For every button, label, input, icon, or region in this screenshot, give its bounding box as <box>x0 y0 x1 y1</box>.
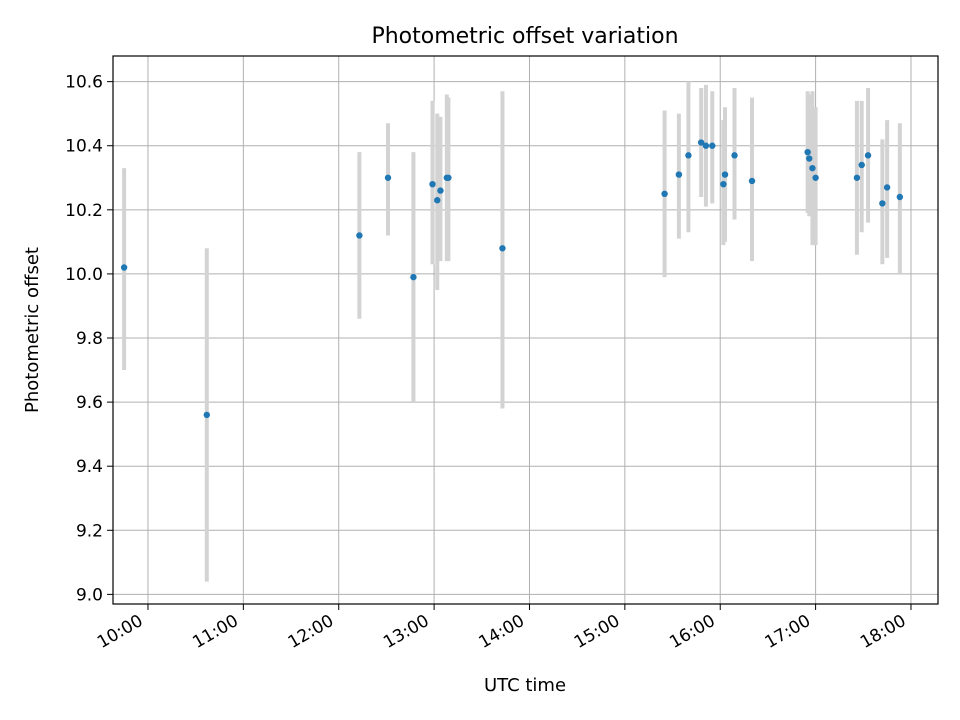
data-point <box>853 174 861 181</box>
data-point <box>697 139 705 146</box>
data-points <box>120 139 904 419</box>
data-point <box>675 171 683 178</box>
data-point <box>499 245 506 252</box>
data-point <box>721 171 729 178</box>
y-tick-label: 10.2 <box>65 201 103 221</box>
data-point <box>720 180 727 188</box>
data-point <box>804 148 811 156</box>
data-point <box>896 193 904 201</box>
data-point <box>410 273 417 281</box>
data-point <box>809 164 816 172</box>
data-point <box>429 180 436 188</box>
x-axis-ticks: 10:00 11:00 12:00 13:00 14:00 15:00 16:00 17:00… <box>94 604 912 653</box>
data-point <box>685 152 692 159</box>
data-point <box>883 184 891 191</box>
y-tick-label: 9.0 <box>76 585 103 605</box>
x-tick-label: 16:00 <box>666 611 718 653</box>
y-tick-label: 9.4 <box>76 457 103 477</box>
x-tick-label: 10:00 <box>94 611 146 653</box>
y-tick-label: 9.6 <box>76 393 103 413</box>
data-point <box>384 174 392 181</box>
x-tick-label: 14:00 <box>476 611 528 653</box>
y-tick-label: 9.2 <box>76 521 103 541</box>
data-point <box>437 187 444 194</box>
y-tick-label: 9.8 <box>76 329 103 349</box>
data-point <box>748 177 756 185</box>
data-point <box>812 174 819 181</box>
y-tick-label: 10.4 <box>65 137 103 157</box>
grid <box>113 56 938 604</box>
x-tick-label: 17:00 <box>762 611 814 653</box>
x-axis-label: UTC time <box>484 675 566 696</box>
data-point <box>445 174 452 181</box>
x-tick-label: 15:00 <box>571 611 623 653</box>
chart-title: Photometric offset variation <box>371 24 678 49</box>
error-bars <box>122 81 902 582</box>
x-tick-label: 11:00 <box>189 611 241 653</box>
data-point <box>806 155 813 162</box>
data-point <box>356 232 363 239</box>
y-axis-label: Photometric offset <box>22 247 43 413</box>
x-tick-label: 13:00 <box>380 611 432 653</box>
data-point <box>731 152 738 159</box>
x-tick-label: 12:00 <box>285 611 337 653</box>
data-point <box>661 190 668 198</box>
data-point <box>709 142 716 149</box>
data-point <box>203 411 210 419</box>
y-axis-ticks: 9.0 9.2 9.4 9.6 9.8 10.0 10.2 10.4 10.6 <box>65 73 113 605</box>
y-tick-label: 10.6 <box>65 73 103 93</box>
data-point <box>434 197 441 204</box>
data-point <box>702 142 710 149</box>
data-point <box>120 264 128 271</box>
data-point <box>864 152 872 159</box>
x-tick-label: 18:00 <box>857 611 909 653</box>
y-tick-label: 10.0 <box>65 265 103 285</box>
plot-frame <box>112 55 939 605</box>
data-point <box>858 161 865 169</box>
data-point <box>879 200 886 207</box>
